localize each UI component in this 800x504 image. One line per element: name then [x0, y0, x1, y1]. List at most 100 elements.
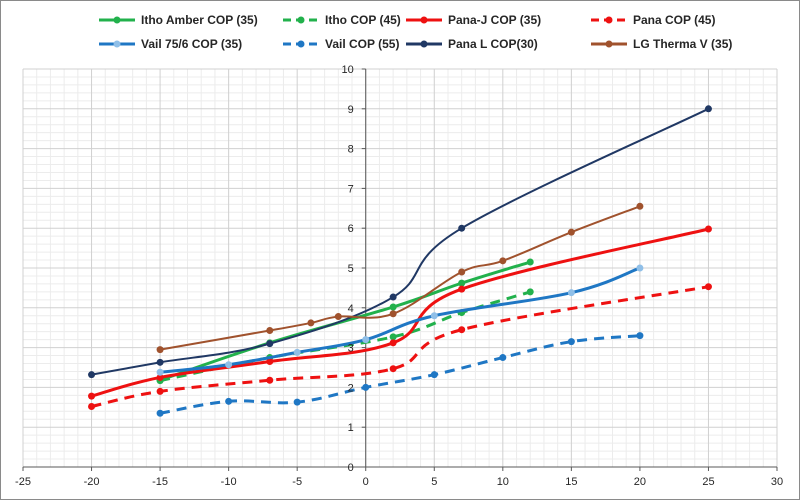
data-point-vail-cop-55: [362, 383, 370, 391]
y-tick-label: 5: [348, 263, 354, 275]
legend-swatch-marker: [113, 40, 121, 48]
y-tick-label: 2: [348, 382, 354, 394]
legend-entry-lg-therma-v-35: LG Therma V (35): [591, 37, 732, 51]
data-point-lg-therma-v-35: [156, 346, 164, 354]
x-tick-label: -5: [292, 476, 302, 488]
legend-label: LG Therma V (35): [633, 37, 732, 51]
x-tick-label: -20: [84, 476, 100, 488]
grid-layer: [22, 68, 778, 468]
legend-label: Pana-J COP (35): [448, 13, 541, 27]
legend-label: Pana L COP(30): [448, 37, 538, 51]
series-layer: [88, 105, 712, 417]
data-point-pana-j-cop-35: [458, 285, 466, 293]
tick-labels: -25 -20 -15 -10 -5 0 5 10 15 20 25 30 0 1 2 3 4 5 6 7 8 9 10: [15, 64, 783, 488]
data-point-lg-therma-v-35: [458, 268, 466, 276]
data-point-vail-cop-55: [567, 338, 575, 346]
x-tick-label: 0: [363, 476, 369, 488]
legend-swatch-marker: [113, 16, 121, 24]
data-point-vail-75-6-cop-35: [636, 264, 644, 272]
data-point-lg-therma-v-35: [307, 319, 315, 327]
series-vail-cop-55: [156, 332, 644, 417]
legend-entry-pana-l-cop-30: Pana L COP(30): [406, 37, 538, 51]
legend-entry-itho-amber-cop-35: Itho Amber COP (35): [99, 13, 258, 27]
series-pana-cop-45: [88, 283, 712, 411]
data-point-lg-therma-v-35: [266, 326, 274, 334]
data-point-vail-cop-55: [499, 354, 507, 362]
y-tick-label: 1: [348, 422, 354, 434]
x-tick-label: -10: [221, 476, 237, 488]
data-point-pana-j-cop-35: [704, 225, 712, 233]
legend-swatch-marker: [605, 16, 613, 24]
data-point-lg-therma-v-35: [636, 202, 644, 210]
x-tick-label: 20: [634, 476, 646, 488]
y-tick-label: 4: [348, 303, 354, 315]
y-tick-label: 8: [348, 144, 354, 156]
series-lg-therma-v-35: [156, 202, 644, 354]
legend-swatch-marker: [297, 16, 305, 24]
series-line-itho-amber-cop-35: [158, 260, 532, 382]
data-point-pana-j-cop-35: [389, 339, 397, 347]
data-point-pana-l-cop-30: [266, 340, 274, 348]
x-tick-label: 10: [497, 476, 509, 488]
legend: Itho Amber COP (35) Itho COP (45) Pana-J C…: [99, 13, 732, 51]
y-tick-label: 6: [348, 223, 354, 235]
data-point-pana-cop-45: [156, 387, 164, 395]
data-point-pana-l-cop-30: [704, 105, 712, 113]
legend-label: Vail 75/6 COP (35): [141, 37, 242, 51]
data-point-itho-amber-cop-35: [389, 303, 397, 311]
legend-entry-vail-75-6-cop-35: Vail 75/6 COP (35): [99, 37, 242, 51]
legend-entry-itho-cop-45: Itho COP (45): [283, 13, 401, 27]
data-point-pana-cop-45: [704, 283, 712, 291]
data-point-pana-j-cop-35: [88, 392, 96, 400]
legend-entry-pana-j-cop-35: Pana-J COP (35): [406, 13, 541, 27]
data-point-lg-therma-v-35: [334, 313, 342, 321]
y-tick-label: 3: [348, 343, 354, 355]
x-tick-label: 5: [431, 476, 437, 488]
data-point-pana-cop-45: [458, 326, 466, 334]
data-point-vail-cop-55: [430, 371, 438, 379]
y-tick-label: 7: [348, 183, 354, 195]
data-point-vail-75-6-cop-35: [156, 368, 164, 376]
data-point-pana-j-cop-35: [156, 373, 164, 381]
y-tick-label: 9: [348, 104, 354, 116]
y-tick-label: 0: [348, 462, 354, 474]
data-point-itho-amber-cop-35: [526, 258, 534, 266]
data-point-vail-cop-55: [636, 332, 644, 340]
data-point-vail-cop-55: [156, 409, 164, 417]
x-tick-label: -15: [152, 476, 168, 488]
series-line-vail-cop-55: [159, 334, 641, 415]
legend-entry-vail-cop-55: Vail COP (55): [283, 37, 399, 51]
data-point-vail-cop-55: [293, 398, 301, 406]
data-point-pana-j-cop-35: [266, 358, 274, 366]
data-point-pana-l-cop-30: [389, 293, 397, 301]
legend-swatch-marker: [297, 40, 305, 48]
series-pana-j-cop-35: [88, 225, 712, 400]
legend-label: Itho Amber COP (35): [141, 13, 258, 27]
data-point-vail-75-6-cop-35: [567, 289, 575, 297]
data-point-vail-cop-55: [225, 397, 233, 405]
data-point-pana-cop-45: [88, 403, 96, 411]
legend-label: Pana COP (45): [633, 13, 715, 27]
legend-label: Itho COP (45): [325, 13, 401, 27]
data-point-pana-cop-45: [389, 365, 397, 373]
series-pana-l-cop-30: [88, 105, 712, 379]
legend-swatch-marker: [420, 16, 428, 24]
legend-swatch-marker: [420, 40, 428, 48]
data-point-lg-therma-v-35: [499, 257, 507, 265]
data-point-lg-therma-v-35: [567, 228, 575, 236]
data-point-vail-75-6-cop-35: [225, 361, 233, 369]
x-tick-label: -25: [15, 476, 31, 488]
legend-label: Vail COP (55): [325, 37, 399, 51]
data-point-itho-cop-45: [389, 333, 397, 341]
data-point-itho-cop-45: [526, 288, 534, 296]
data-point-vail-75-6-cop-35: [430, 312, 438, 320]
y-tick-label: 10: [341, 64, 353, 76]
data-point-pana-l-cop-30: [156, 358, 164, 366]
series-itho-amber-cop-35: [156, 258, 534, 384]
data-point-itho-amber-cop-35: [458, 279, 466, 287]
data-point-lg-therma-v-35: [389, 310, 397, 318]
data-point-pana-l-cop-30: [458, 224, 466, 232]
data-point-vail-75-6-cop-35: [362, 336, 370, 344]
